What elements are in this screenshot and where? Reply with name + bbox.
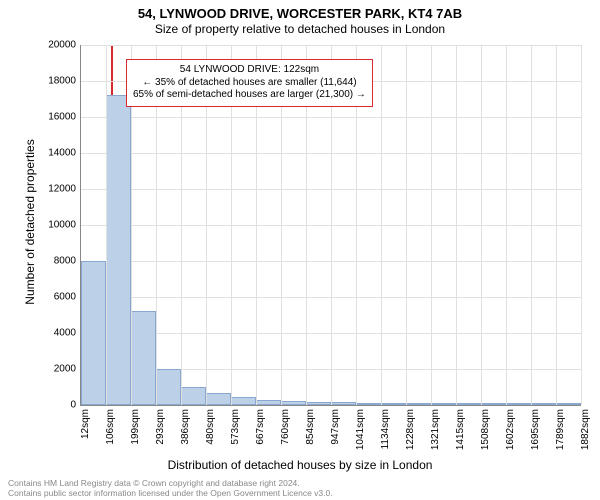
histogram-bar [381,403,406,405]
histogram-bar [456,403,481,405]
x-tick-label: 386sqm [180,409,191,469]
y-tick-label: 8000 [28,256,76,267]
y-tick-label: 18000 [28,76,76,87]
gridline-v [506,45,507,405]
x-tick-label: 760sqm [280,409,291,469]
gridline-v [381,45,382,405]
x-tick-label: 1041sqm [355,409,366,469]
x-tick-label: 1228sqm [405,409,416,469]
histogram-bar [531,403,556,405]
chart-title-sub: Size of property relative to detached ho… [0,22,600,36]
y-tick-label: 12000 [28,184,76,195]
histogram-bar [431,403,456,405]
histogram-bar [556,403,581,405]
x-tick-label: 199sqm [130,409,141,469]
gridline-v [431,45,432,405]
histogram-bar [306,402,331,405]
x-tick-label: 12sqm [80,409,91,469]
footer-attribution: Contains HM Land Registry data © Crown c… [8,478,333,498]
x-tick-label: 1508sqm [480,409,491,469]
x-tick-label: 1789sqm [555,409,566,469]
plot-region: 54 LYNWOOD DRIVE: 122sqm ← 35% of detach… [80,45,581,406]
x-tick-label: 1415sqm [455,409,466,469]
x-tick-label: 854sqm [305,409,316,469]
x-tick-label: 573sqm [230,409,241,469]
histogram-bar [406,403,431,405]
histogram-bar [281,401,306,405]
annotation-line-1: 54 LYNWOOD DRIVE: 122sqm [133,64,366,77]
x-tick-label: 1695sqm [530,409,541,469]
x-tick-label: 1321sqm [430,409,441,469]
y-tick-label: 2000 [28,364,76,375]
histogram-bar [156,369,181,405]
chart-title-main: 54, LYNWOOD DRIVE, WORCESTER PARK, KT4 7… [0,6,600,21]
x-tick-label: 106sqm [105,409,116,469]
histogram-bar [356,403,381,405]
y-tick-label: 6000 [28,292,76,303]
y-tick-label: 14000 [28,148,76,159]
x-tick-label: 947sqm [330,409,341,469]
gridline-v [456,45,457,405]
x-tick-label: 1134sqm [380,409,391,469]
histogram-bar [256,400,281,405]
annotation-line-3: 65% of semi-detached houses are larger (… [133,89,366,102]
annotation-box: 54 LYNWOOD DRIVE: 122sqm ← 35% of detach… [126,59,373,107]
y-tick-label: 0 [28,400,76,411]
x-tick-label: 1602sqm [505,409,516,469]
chart-container: 54, LYNWOOD DRIVE, WORCESTER PARK, KT4 7… [0,0,600,500]
x-tick-label: 293sqm [155,409,166,469]
footer-line-2: Contains public sector information licen… [8,488,333,498]
histogram-bar [106,95,131,405]
gridline-v [581,45,582,405]
histogram-bar [131,311,156,405]
x-tick-label: 1882sqm [580,409,591,469]
y-tick-label: 20000 [28,40,76,51]
gridline-v [556,45,557,405]
gridline-v [106,45,107,405]
y-tick-label: 4000 [28,328,76,339]
histogram-bar [481,403,506,405]
x-tick-label: 667sqm [255,409,266,469]
footer-line-1: Contains HM Land Registry data © Crown c… [8,478,333,488]
annotation-line-2: ← 35% of detached houses are smaller (11… [133,77,366,90]
histogram-bar [81,261,106,405]
gridline-v [531,45,532,405]
gridline-v [406,45,407,405]
x-tick-label: 480sqm [205,409,216,469]
histogram-bar [331,402,356,405]
histogram-bar [231,397,256,405]
histogram-bar [506,403,531,405]
gridline-v [481,45,482,405]
y-tick-label: 10000 [28,220,76,231]
y-tick-label: 16000 [28,112,76,123]
histogram-bar [206,393,231,405]
histogram-bar [181,387,206,405]
